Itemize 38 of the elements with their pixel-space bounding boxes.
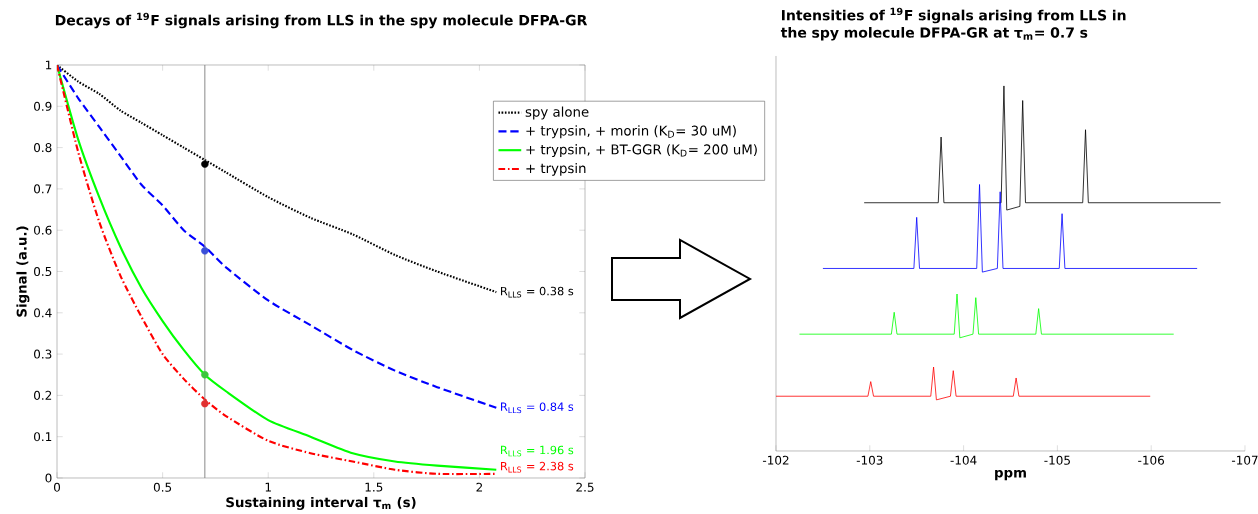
y-tick-label: 0.5 xyxy=(34,266,52,277)
y-tick-label: 0.2 xyxy=(34,390,52,400)
x-tick-label: -103 xyxy=(856,455,883,465)
annotation: R$_{LLS}$ = 1.96 s xyxy=(501,445,574,457)
x-tick-label: -102 xyxy=(762,455,789,465)
y-tick-label: 0.6 xyxy=(34,225,52,235)
annotation: R$_{LLS}$ = 0.84 s xyxy=(501,402,574,414)
y-axis-title: Signal (a.u.) xyxy=(16,226,30,317)
legend-label: + trypsin xyxy=(526,162,586,176)
x-tick-label: 2.5 xyxy=(576,482,594,492)
y-tick-label: 0 xyxy=(45,473,52,483)
annotation: R$_{LLS}$ = 2.38 s xyxy=(501,461,574,473)
legend-label: + trypsin, + morin (K$_{D}$= 30 uM) xyxy=(526,125,736,139)
x-axis-title: ppm xyxy=(995,469,1026,481)
x-tick-label: 0 xyxy=(53,482,61,492)
x-tick-label: 1.5 xyxy=(365,482,383,492)
x-tick-label: -104 xyxy=(950,455,977,465)
x-tick-label: -105 xyxy=(1044,455,1070,465)
x-tick-label: 1 xyxy=(265,482,271,492)
x-tick-label: 0.5 xyxy=(153,482,172,492)
y-tick-label: 0.3 xyxy=(34,349,52,359)
x-tick-label: 2 xyxy=(476,482,483,492)
y-tick-label: 1 xyxy=(45,60,52,70)
chart-title: Decays of $^{19}$F signals arising from LLS in the spy molecule DFPA-GR xyxy=(55,12,588,29)
y-tick-label: 0.8 xyxy=(34,143,52,153)
x-tick-label: -106 xyxy=(1138,455,1165,465)
line-series xyxy=(57,65,498,409)
y-tick-label: 0.9 xyxy=(34,101,52,111)
y-tick-label: 0.4 xyxy=(34,308,52,318)
annotation: R$_{LLS}$ = 0.38 s xyxy=(501,286,574,298)
line-series xyxy=(57,65,498,294)
legend-label: spy alone xyxy=(525,106,589,120)
x-axis-title: Sustaining interval τ$_{m}$ (s) xyxy=(226,496,416,510)
chart-title: Intensities of $^{19}$F signals arising from LLS in the spy molecule DFPA-GR at τ$_{m}$= 0.7 s xyxy=(780,7,1126,41)
y-tick-label: 0.7 xyxy=(34,184,52,194)
y-tick-label: 0.1 xyxy=(34,432,52,442)
legend-label: + trypsin, + BT-GGR (K$_{D}$= 200 uM) xyxy=(526,144,757,158)
x-tick-label: -107 xyxy=(1231,455,1258,465)
